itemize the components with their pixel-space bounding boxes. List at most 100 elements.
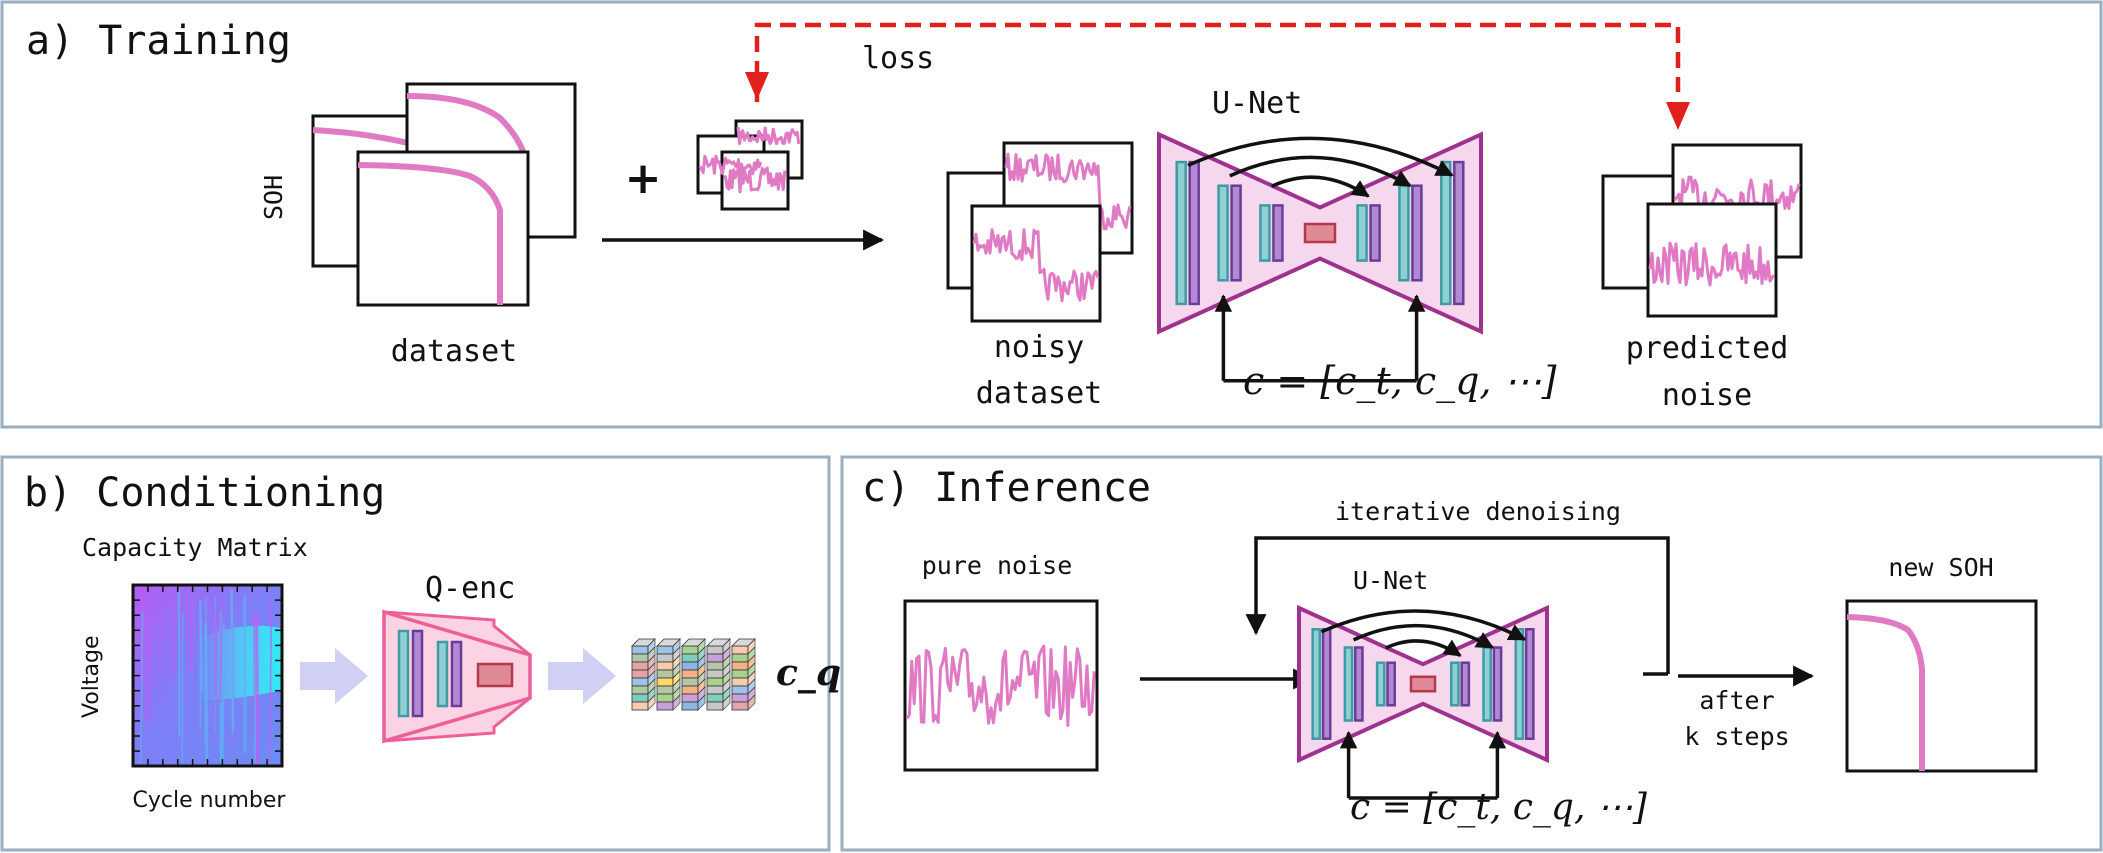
q-enc-bar: [450, 640, 463, 708]
unet-skip-connection: [1385, 639, 1462, 657]
loss-label: loss: [862, 41, 934, 76]
cq-cell: [731, 653, 749, 663]
unet-feature-bar: [1411, 184, 1423, 282]
unet-skip-connection: [1187, 136, 1454, 177]
unet-feature-bar: [1524, 628, 1535, 740]
training-panel-border: [0, 0, 2103, 429]
block-arrow-2: [548, 648, 616, 704]
cq-cell: [731, 677, 749, 687]
cq-cell: [656, 645, 674, 655]
cq-cell: [631, 669, 649, 679]
cq-cell: [656, 669, 674, 679]
heatmap-cyan-region: [195, 625, 282, 700]
new-soh-curve: [1846, 614, 1925, 771]
q-enc-core: [476, 662, 514, 688]
unet-feature-bar: [1259, 204, 1271, 262]
plus-symbol: +: [625, 153, 662, 204]
cq-cell: [656, 701, 674, 711]
cq-cell: [706, 677, 724, 687]
iterative-denoising-label: iterative denoising: [1335, 497, 1621, 526]
cq-cell: [681, 677, 699, 687]
cq-cell-side: [722, 694, 731, 711]
cq-cell-side: [672, 694, 681, 711]
noise-thumb-signal: [736, 126, 801, 146]
noisy-signal-back: [1004, 152, 1132, 231]
cq-cell: [681, 669, 699, 679]
unet-feature-bar: [1230, 184, 1242, 282]
heatmap-streak: [219, 604, 223, 703]
cq-cell: [731, 645, 749, 655]
cq-cell: [631, 701, 649, 711]
q-encoder: Q-enc: [382, 571, 532, 744]
unet-inference-label: U-Net: [1353, 566, 1428, 595]
cq-cell: [631, 645, 649, 655]
cq-cell-top: [656, 638, 681, 647]
inference-title: c) Inference: [862, 465, 1151, 511]
conditioning-panel: b) Conditioning Capacity Matrix Voltage …: [0, 455, 841, 852]
cq-cell: [731, 693, 749, 703]
cq-cell: [731, 685, 749, 695]
cq-label: c_q: [776, 652, 841, 694]
voltage-axis-label: Voltage: [79, 635, 104, 718]
unet-bottleneck: [1409, 675, 1437, 693]
heatmap-streak: [221, 622, 225, 764]
cycle-axis-label: Cycle number: [133, 788, 287, 813]
predicted-label-line1: predicted: [1626, 331, 1789, 366]
block-arrow-1: [300, 648, 368, 704]
heatmap-ticks: [132, 584, 283, 767]
unet-feature-bar: [1398, 184, 1410, 282]
cq-cell: [631, 685, 649, 695]
q-enc-bar: [411, 629, 424, 718]
unet-feature-bar: [1369, 204, 1381, 262]
predicted-label-line2: noise: [1662, 378, 1752, 413]
noisy-signal-front: [972, 228, 1100, 303]
capacity-matrix-title: Capacity Matrix: [82, 533, 308, 562]
unet-feature-bar: [1188, 160, 1200, 306]
heatmap-streak: [255, 614, 260, 764]
new-soh-label: new SOH: [1888, 553, 1993, 582]
cq-cell-top: [731, 638, 756, 647]
cq-cell: [731, 701, 749, 711]
unet-feature-bar: [1450, 661, 1460, 707]
cq-cell: [656, 653, 674, 663]
conditioning-panel-border: [0, 455, 831, 852]
unet-training: U-Net: [1157, 86, 1483, 383]
cq-cell: [706, 645, 724, 655]
cq-cell-side: [647, 694, 656, 711]
iterative-loop-arrow: [1245, 536, 1670, 674]
predicted-noise-stack: predicted noise: [1601, 143, 1803, 413]
heatmap-streak: [140, 610, 144, 764]
dataset-curve-front: [357, 162, 503, 305]
unet-feature-bar: [1460, 661, 1471, 707]
cq-cell: [631, 677, 649, 687]
unet-feature-bar: [1386, 661, 1396, 707]
loss-arrowhead-left: [745, 72, 769, 100]
q-enc-label: Q-enc: [425, 571, 515, 606]
unet-skip-connection: [1229, 155, 1412, 188]
unet-feature-bar: [1311, 628, 1322, 740]
noise-thumb-signal: [722, 166, 787, 194]
cq-cell: [656, 661, 674, 671]
unet-feature-bar: [1321, 628, 1332, 740]
cq-cell: [681, 685, 699, 695]
dataset-stack: SOH dataset: [259, 82, 577, 369]
cq-cell: [631, 693, 649, 703]
k-steps-label: k steps: [1684, 722, 1789, 751]
pred-signal-front: [1648, 241, 1776, 287]
unet-feature-bar: [1482, 646, 1492, 722]
unet-feature-bar: [1375, 661, 1386, 707]
cq-cell: [681, 653, 699, 663]
heatmap-streak: [145, 613, 151, 722]
unet-skip-connection: [1270, 175, 1370, 198]
cq-cell-top: [706, 638, 731, 647]
training-title: a) Training: [26, 18, 291, 64]
heatmap-streaks: [140, 589, 273, 764]
unet-inference: U-Net: [1297, 566, 1549, 800]
dataset-curve-right: [406, 93, 529, 161]
unet-feature-bar: [1514, 628, 1525, 740]
small-noise-stack: [696, 119, 804, 211]
unet-feature-bar: [1356, 204, 1368, 262]
cq-cell: [706, 653, 724, 663]
condition-inference-label: c = [c_t, c_q, ⋯]: [1350, 787, 1648, 828]
